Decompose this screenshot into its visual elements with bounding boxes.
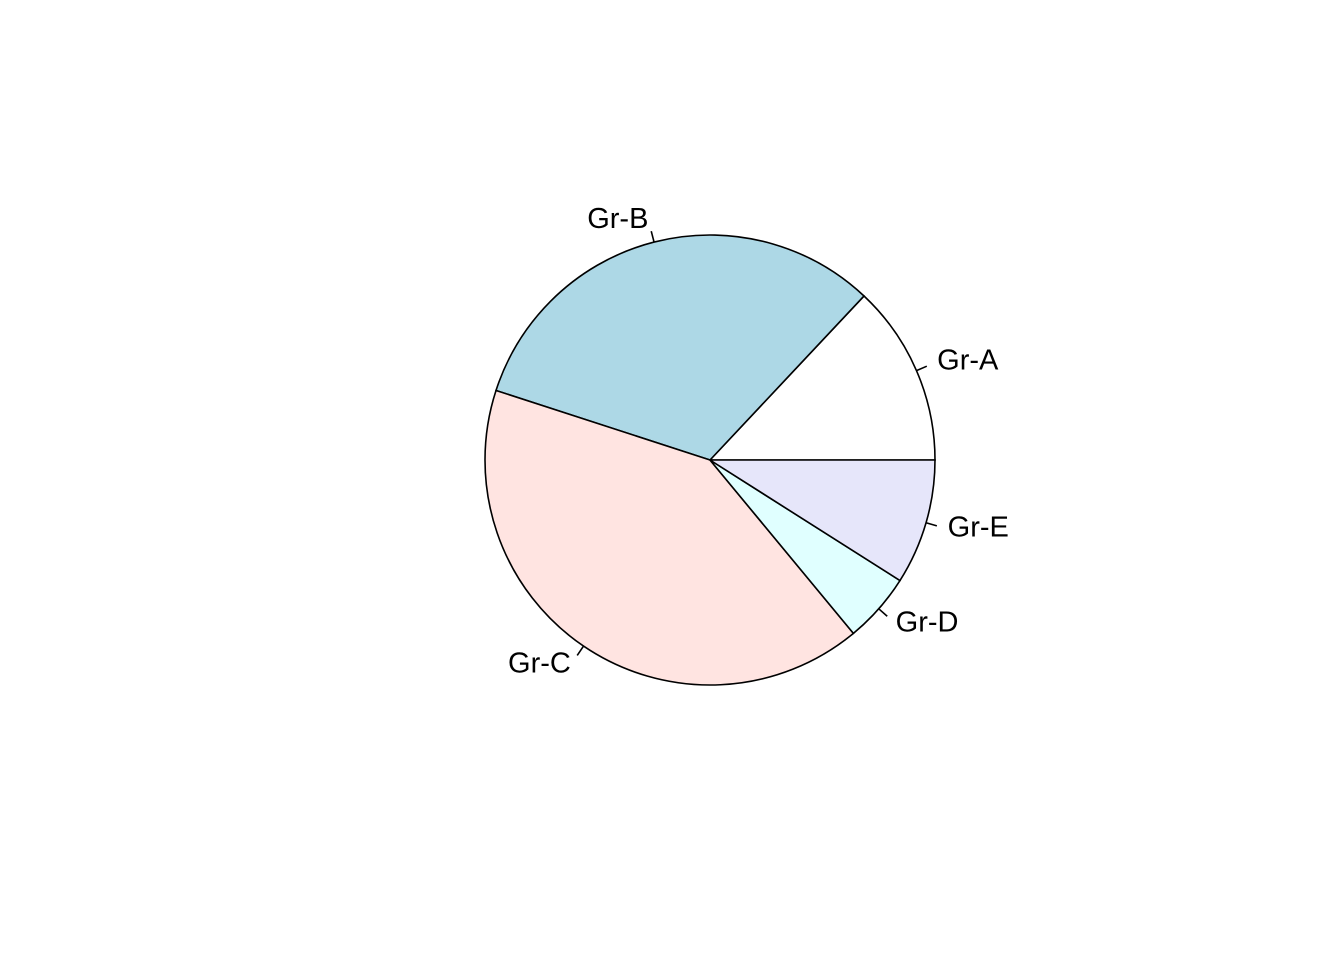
pie-slice-gr-c: [484, 389, 855, 686]
label-tick-gr-b: [650, 230, 655, 243]
slices-layer: [484, 234, 936, 686]
label-tick-gr-e: [925, 522, 938, 527]
label-ticks-layer: [576, 230, 938, 656]
slice-label-gr-e: Gr-E: [948, 512, 1009, 544]
slice-label-gr-c: Gr-C: [508, 647, 571, 679]
slice-label-gr-b: Gr-B: [587, 203, 648, 235]
pie-slice-gr-e: [707, 459, 936, 582]
slice-label-gr-a: Gr-A: [937, 344, 999, 376]
slice-label-gr-d: Gr-D: [896, 606, 959, 638]
pie-slice-gr-b: [495, 234, 866, 461]
labels-layer: Gr-A Gr-B Gr-C Gr-D Gr-E: [508, 203, 1009, 679]
pie-slice-gr-a: [708, 294, 936, 461]
label-tick-gr-d: [878, 608, 888, 617]
label-tick-gr-a: [916, 365, 928, 372]
label-tick-gr-c: [576, 645, 585, 656]
